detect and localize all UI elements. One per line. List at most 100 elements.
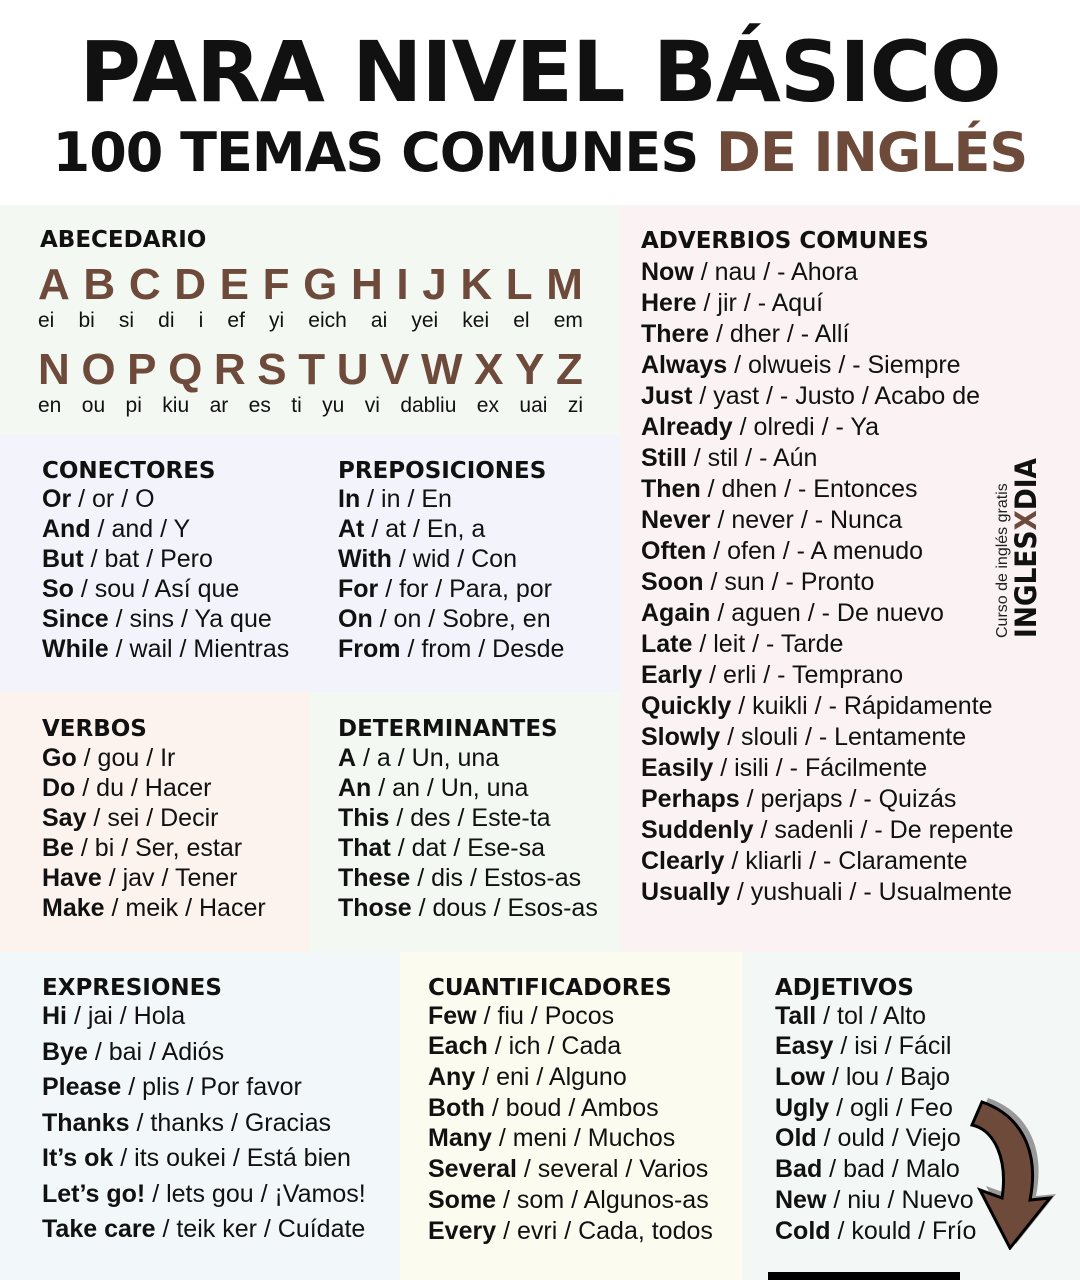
pronunciation-translation: / gou / Ir — [76, 744, 176, 772]
pronunciation-translation: / wid / Con — [391, 545, 517, 573]
list-item: Make / meik / Hacer — [42, 893, 266, 923]
pronunciation-translation: / ofen / - A menudo — [706, 536, 924, 565]
determinantes-heading: DETERMINANTES — [338, 716, 558, 742]
cuantificadores-list: Few / fiu / Pocos Each / ich / Cada Any / … — [428, 1001, 713, 1247]
cuantificadores-heading: CUANTIFICADORES — [428, 975, 672, 1001]
letter-pronunciation: bi — [78, 309, 95, 332]
pronunciation-translation: / sun / - Pronto — [703, 567, 875, 596]
pronunciation-translation: / dous / Esos-as — [411, 894, 598, 922]
letter-pronunciation: di — [158, 309, 175, 332]
pronunciation-translation: / isili / - Fácilmente — [713, 753, 928, 782]
verbos-heading: VERBOS — [42, 716, 147, 742]
list-item: Perhaps / perjaps / - Quizás — [641, 784, 1013, 815]
english-word: Bad — [775, 1155, 823, 1184]
pronunciation-translation: / sou / Así que — [73, 575, 240, 603]
pronunciation-translation: / teik ker / Cuídate — [155, 1215, 366, 1244]
pronunciation-translation: / sei / Decir — [86, 804, 219, 832]
english-word: Both — [428, 1093, 485, 1122]
list-item: Tall / tol / Alto — [775, 1001, 976, 1032]
list-item: Every / evri / Cada, todos — [428, 1216, 713, 1247]
list-item: That / dat / Ese-sa — [338, 833, 598, 863]
english-word: These — [338, 864, 411, 892]
list-item: Soon / sun / - Pronto — [641, 567, 1013, 598]
pronunciation-translation: / wail / Mientras — [108, 635, 290, 663]
alphabet-letter: J — [422, 260, 447, 309]
list-item: Always / olwueis / - Siempre — [641, 350, 1013, 381]
list-item: With / wid / Con — [338, 544, 564, 574]
pronunciation-translation: / des / Este-ta — [389, 804, 551, 832]
alphabet-letter: X — [474, 345, 504, 394]
pronunciation-translation: / evri / Cada, todos — [496, 1216, 713, 1245]
list-item: Hi / jai / Hola — [42, 999, 366, 1035]
english-word: Now — [641, 257, 694, 286]
list-item: This / des / Este-ta — [338, 803, 598, 833]
pronunciation-translation: / olredi / - Ya — [732, 412, 880, 441]
alphabet-letter: L — [505, 260, 533, 309]
list-item: Then / dhen / - Entonces — [641, 474, 1013, 505]
english-word: Just — [641, 381, 693, 410]
expresiones-list: Hi / jai / Hola Bye / bai / Adiós Please /… — [42, 999, 366, 1248]
english-word: Go — [42, 744, 77, 772]
pronunciation-translation: / a / Un, una — [356, 744, 500, 772]
english-word: Perhaps — [641, 784, 740, 813]
letter-pronunciation: i — [198, 309, 204, 332]
alphabet-letter: Q — [168, 345, 203, 394]
pronunciation-translation: / in / En — [360, 485, 452, 513]
letter-pronunciation: eich — [308, 309, 347, 332]
pronunciation-translation: / bai / Adiós — [87, 1037, 225, 1066]
list-item: Already / olredi / - Ya — [641, 412, 1013, 443]
letter-pronunciation: uai — [519, 394, 548, 417]
pronunciation-translation: / kliarli / - Claramente — [724, 846, 968, 875]
list-item: Several / several / Varios — [428, 1154, 713, 1185]
letter-pronunciation: ou — [81, 394, 106, 417]
english-word: Quickly — [641, 691, 732, 720]
pronunciation-translation: / meik / Hacer — [104, 894, 266, 922]
english-word: There — [641, 319, 710, 348]
english-word: Low — [775, 1063, 825, 1092]
alphabet-letter: N — [38, 345, 70, 394]
pronunciation-row-1: ei bi si di i ef yi eich ai yei kei el em — [38, 309, 583, 333]
pronunciation-translation: / eni / Alguno — [475, 1063, 627, 1092]
adjetivos-list: Tall / tol / Alto Easy / isi / Fácil Low /… — [775, 1001, 976, 1247]
pronunciation-translation: / several / Varios — [516, 1155, 709, 1184]
pronunciation-translation: / kould / Frío — [830, 1216, 977, 1245]
letter-pronunciation: kei — [462, 309, 490, 332]
english-word: Few — [428, 1001, 477, 1030]
letter-pronunciation: es — [248, 394, 271, 417]
english-word: Soon — [641, 567, 704, 596]
english-word: Easily — [641, 753, 714, 782]
list-item: At / at / En, a — [338, 514, 564, 544]
alphabet-letter: S — [257, 345, 287, 394]
alphabet-letter: D — [174, 260, 206, 309]
english-word: Easy — [775, 1032, 834, 1061]
curved-arrow-down-right-icon — [950, 1090, 1060, 1251]
english-word: Say — [42, 804, 87, 832]
alphabet-letter: V — [380, 345, 410, 394]
expresiones-heading: EXPRESIONES — [42, 975, 222, 1001]
english-word: New — [775, 1185, 827, 1214]
pronunciation-translation: / meni / Muchos — [491, 1124, 676, 1153]
alphabet-letter: I — [396, 260, 409, 309]
list-item: A / a / Un, una — [338, 743, 598, 773]
preposiciones-panel — [310, 435, 620, 692]
english-word: Always — [641, 350, 728, 379]
english-word: Make — [42, 894, 105, 922]
english-word: Never — [641, 505, 711, 534]
pronunciation-translation: / bat / Pero — [83, 545, 213, 573]
english-word: Slowly — [641, 722, 721, 751]
list-item: Have / jav / Tener — [42, 863, 266, 893]
english-word: Early — [641, 660, 703, 689]
pronunciation-translation: / boud / Ambos — [484, 1093, 659, 1122]
english-word: Already — [641, 412, 733, 441]
english-word: Do — [42, 774, 76, 802]
english-word: On — [338, 605, 373, 633]
list-item: Say / sei / Decir — [42, 803, 266, 833]
english-word: Each — [428, 1032, 488, 1061]
svg-text:INGLESXDIA: INGLESXDIA — [1009, 457, 1040, 638]
pronunciation-translation: / for / Para, por — [378, 575, 552, 603]
alphabet-letter: O — [81, 345, 116, 394]
pronunciation-translation: / never / - Nunca — [710, 505, 903, 534]
list-item: From / from / Desde — [338, 634, 564, 664]
pronunciation-translation: / kuikli / - Rápidamente — [731, 691, 993, 720]
